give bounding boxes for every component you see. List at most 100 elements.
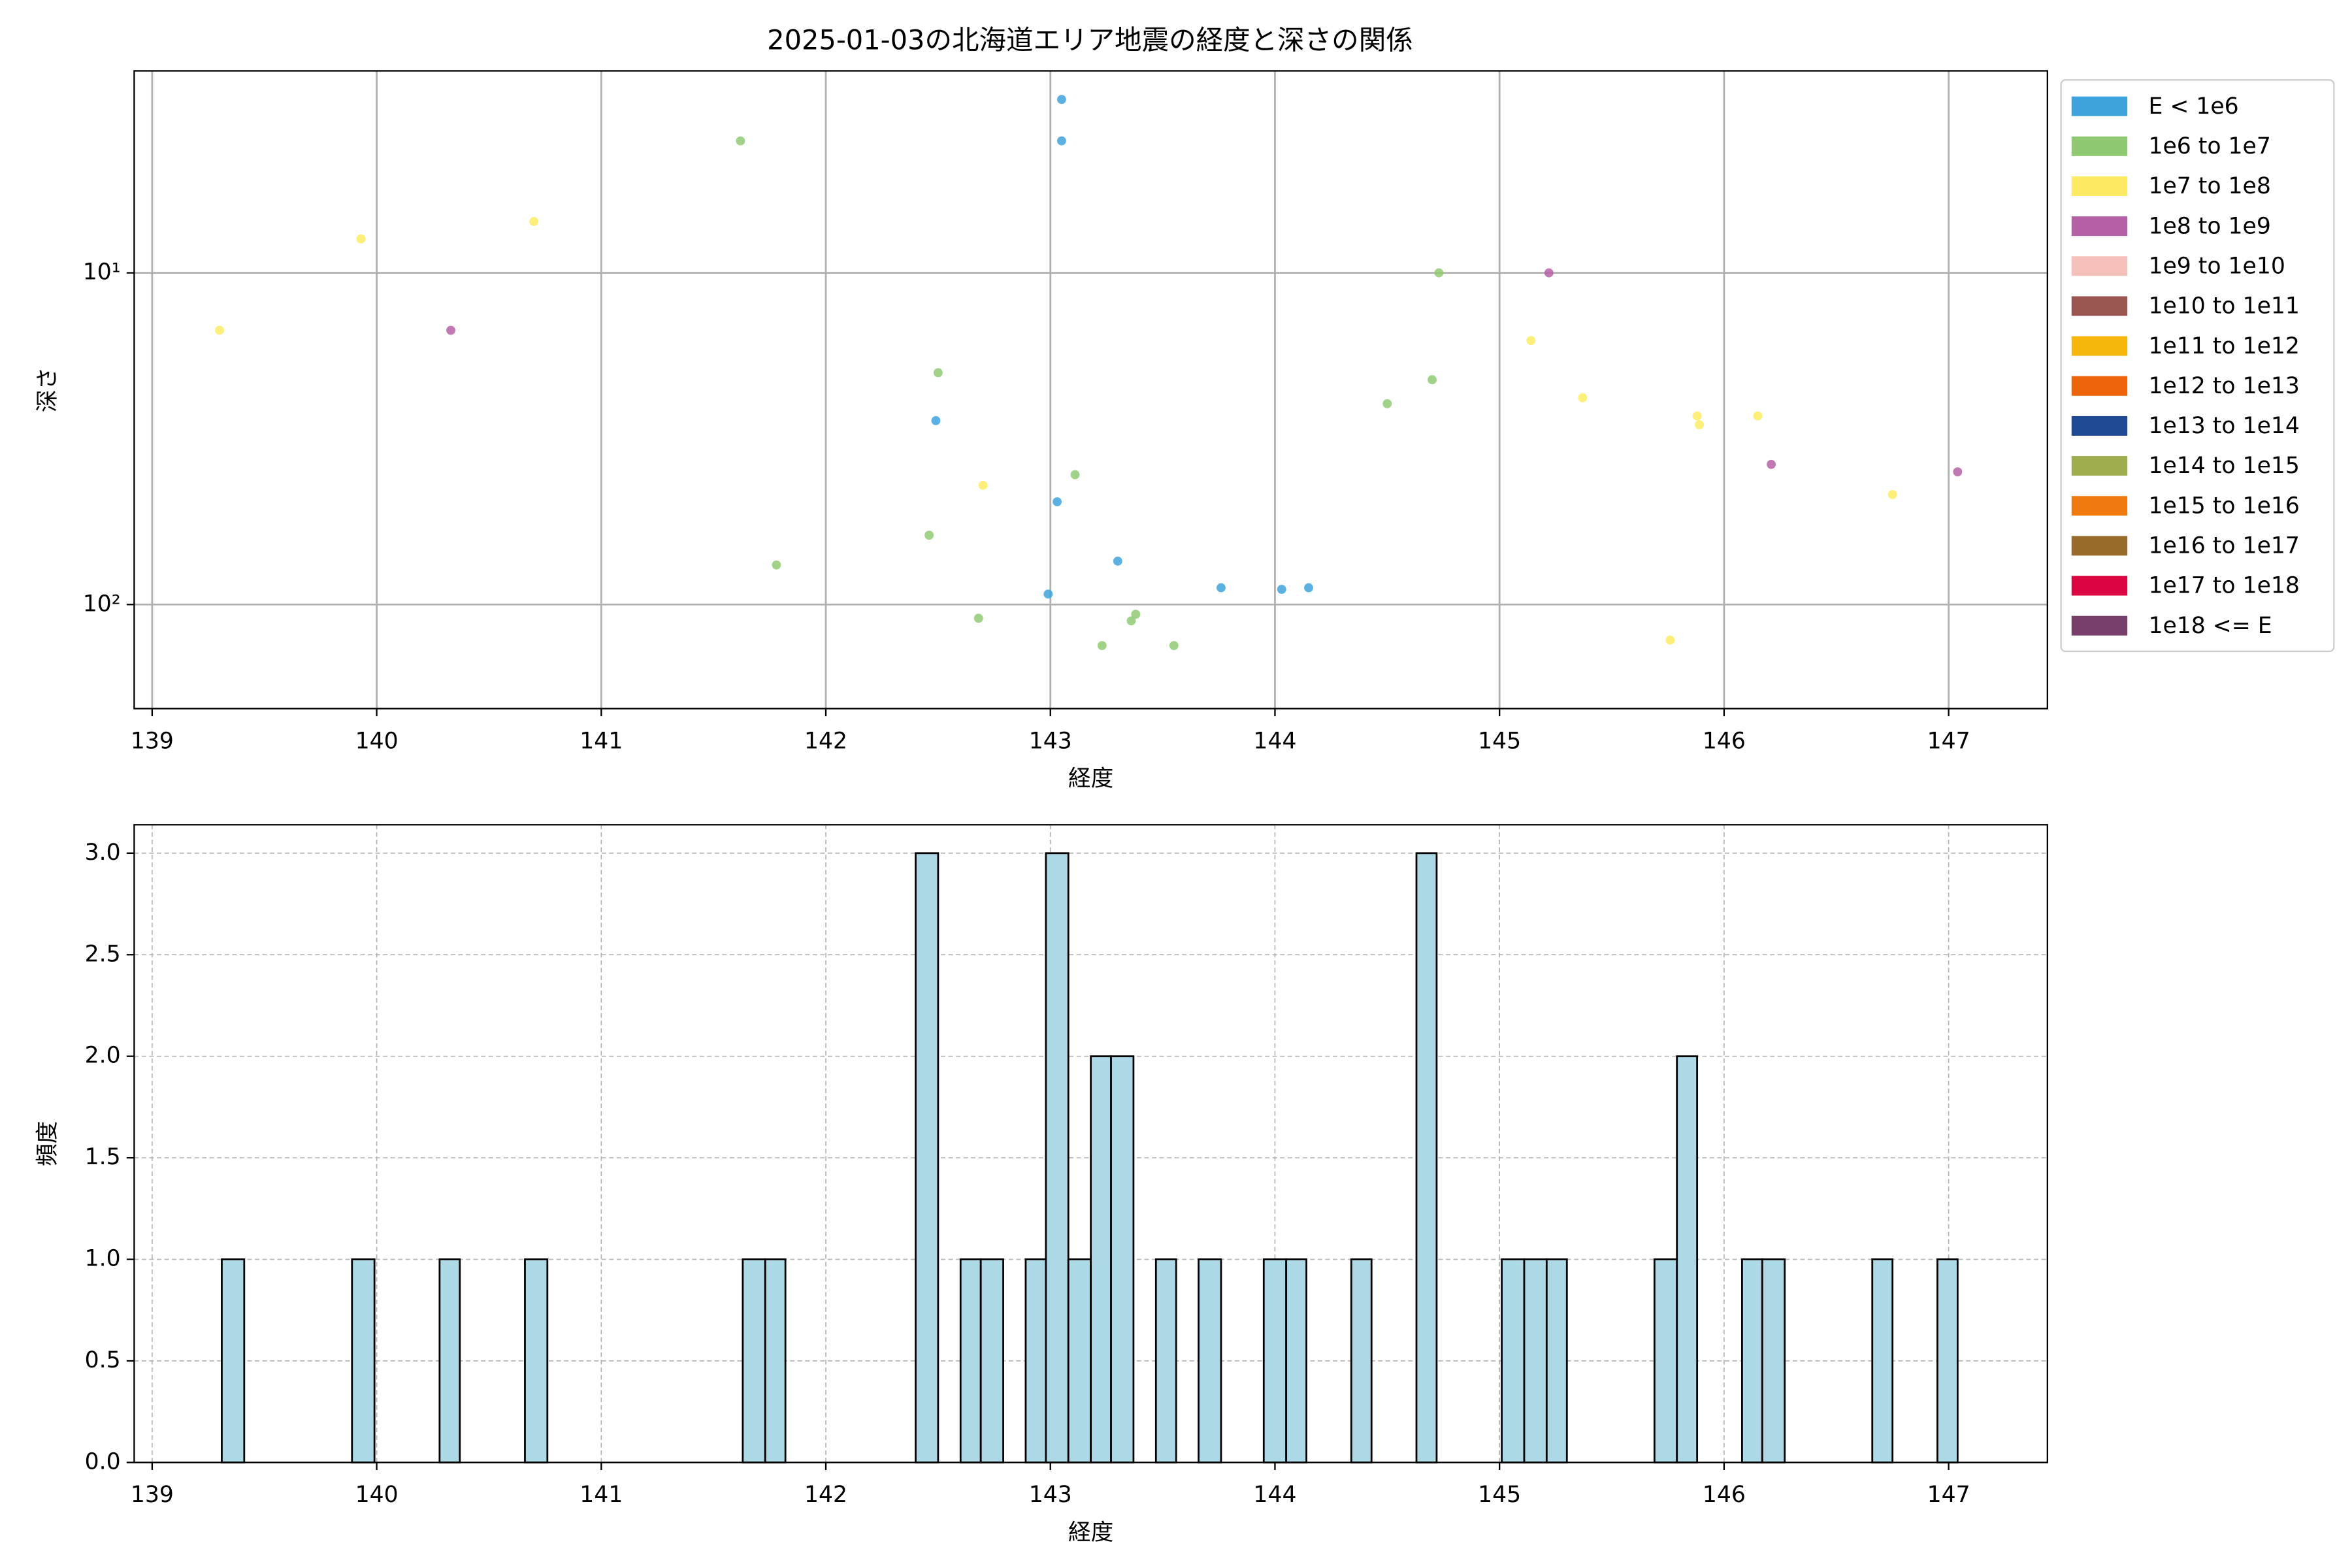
point bbox=[1767, 459, 1776, 469]
y-tick-label: 10¹ bbox=[83, 259, 121, 286]
y-tick-label: 2.0 bbox=[85, 1043, 121, 1069]
point bbox=[736, 136, 745, 146]
x-tick-label: 143 bbox=[1029, 728, 1072, 754]
point bbox=[215, 325, 224, 335]
legend-swatch bbox=[2071, 416, 2128, 436]
legend-swatch bbox=[2071, 216, 2128, 237]
x-tick-label: 141 bbox=[580, 1482, 623, 1508]
point bbox=[973, 613, 983, 623]
y-tick-label: 0.5 bbox=[85, 1347, 121, 1373]
bar bbox=[1741, 1258, 1763, 1463]
point bbox=[1526, 336, 1536, 346]
legend-swatch bbox=[2071, 96, 2128, 116]
point bbox=[1428, 375, 1437, 385]
point bbox=[1070, 470, 1080, 480]
bar bbox=[1262, 1258, 1288, 1463]
legend-swatch bbox=[2071, 296, 2128, 316]
bar bbox=[1523, 1258, 1548, 1463]
y-axis-label: 深さ bbox=[35, 367, 61, 412]
x-axis-label: 経度 bbox=[1068, 766, 1113, 792]
x-tick-label: 142 bbox=[804, 728, 847, 754]
point bbox=[1057, 136, 1066, 146]
bar bbox=[1871, 1258, 1894, 1463]
point bbox=[1097, 641, 1107, 651]
plot-frame bbox=[133, 70, 2048, 710]
legend-label: 1e17 to 1e18 bbox=[2148, 573, 2299, 599]
plot-frame bbox=[133, 824, 2048, 1463]
chart-title: 2025-01-03の北海道エリア地震の経度と深さの関係 bbox=[767, 24, 1413, 56]
x-tick-label: 143 bbox=[1029, 1482, 1072, 1508]
x-tick-label: 146 bbox=[1703, 1482, 1746, 1508]
point bbox=[1126, 616, 1136, 626]
point bbox=[1695, 420, 1705, 430]
point bbox=[446, 325, 455, 335]
bar bbox=[1653, 1258, 1678, 1463]
legend-label: 1e18 <= E bbox=[2148, 613, 2272, 639]
legend-swatch bbox=[2071, 576, 2128, 596]
bar bbox=[1090, 1055, 1112, 1463]
bar bbox=[1501, 1258, 1526, 1463]
point bbox=[924, 531, 934, 540]
legend-swatch bbox=[2071, 496, 2128, 516]
bar bbox=[1350, 1258, 1373, 1463]
point bbox=[1692, 411, 1702, 421]
point bbox=[1434, 268, 1444, 278]
point bbox=[1043, 589, 1053, 599]
x-tick-label: 144 bbox=[1253, 1482, 1296, 1508]
point bbox=[1277, 585, 1286, 594]
point bbox=[1753, 411, 1763, 421]
bar bbox=[1676, 1055, 1699, 1463]
bar bbox=[221, 1258, 246, 1463]
bar bbox=[915, 852, 939, 1463]
bar bbox=[1285, 1258, 1307, 1463]
y-tick-label: 1.5 bbox=[85, 1144, 121, 1170]
y-tick-label: 0.0 bbox=[85, 1448, 121, 1475]
x-tick-label: 147 bbox=[1927, 1482, 1970, 1508]
legend-label: 1e9 to 1e10 bbox=[2148, 253, 2285, 279]
legend-swatch bbox=[2071, 456, 2128, 476]
bar bbox=[959, 1258, 982, 1463]
y-tick-label: 2.5 bbox=[85, 941, 121, 967]
point bbox=[933, 368, 943, 378]
x-tick-label: 147 bbox=[1927, 728, 1970, 754]
bar bbox=[1198, 1258, 1222, 1463]
legend-label: 1e12 to 1e13 bbox=[2148, 373, 2299, 399]
x-tick-label: 139 bbox=[131, 1482, 174, 1508]
bar bbox=[524, 1258, 549, 1463]
legend-swatch bbox=[2071, 256, 2128, 276]
legend-label: E < 1e6 bbox=[2148, 93, 2238, 120]
bar bbox=[1024, 1258, 1047, 1463]
legend-label: 1e13 to 1e14 bbox=[2148, 413, 2299, 439]
y-tick-label: 10² bbox=[83, 591, 121, 617]
bar bbox=[1067, 1258, 1092, 1463]
point bbox=[1053, 497, 1062, 506]
point bbox=[529, 217, 539, 226]
legend-label: 1e14 to 1e15 bbox=[2148, 453, 2299, 479]
legend-box bbox=[2060, 79, 2335, 653]
x-tick-label: 140 bbox=[355, 728, 399, 754]
bar bbox=[1761, 1258, 1786, 1463]
legend-swatch bbox=[2071, 336, 2128, 356]
legend-swatch bbox=[2071, 176, 2128, 196]
x-tick-label: 146 bbox=[1703, 728, 1746, 754]
point bbox=[978, 480, 988, 490]
point bbox=[1578, 393, 1588, 402]
x-axis-label: 経度 bbox=[1068, 1520, 1113, 1546]
legend-swatch bbox=[2071, 615, 2128, 636]
bar bbox=[1545, 1258, 1568, 1463]
bar bbox=[351, 1258, 376, 1463]
legend-label: 1e10 to 1e11 bbox=[2148, 293, 2299, 319]
point bbox=[1131, 610, 1141, 619]
legend-swatch bbox=[2071, 136, 2128, 156]
y-tick-label: 3.0 bbox=[85, 840, 121, 866]
legend-label: 1e16 to 1e17 bbox=[2148, 533, 2299, 559]
bar bbox=[979, 1258, 1004, 1463]
x-tick-label: 145 bbox=[1478, 1482, 1521, 1508]
bar bbox=[764, 1258, 787, 1463]
point bbox=[1169, 641, 1179, 651]
bar bbox=[1110, 1055, 1135, 1463]
legend-swatch bbox=[2071, 536, 2128, 556]
point bbox=[1544, 268, 1554, 278]
